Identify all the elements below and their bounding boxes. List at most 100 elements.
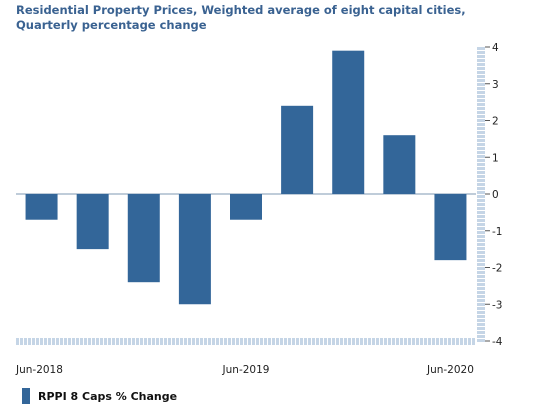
x-band-dash xyxy=(272,338,275,345)
x-band-dash xyxy=(48,338,51,345)
x-band-dash xyxy=(408,338,411,345)
x-band-dash xyxy=(168,338,171,345)
x-band-dash xyxy=(184,338,187,345)
x-band-dash xyxy=(260,338,263,345)
y-tick-label: -3 xyxy=(492,299,502,311)
x-band-dash xyxy=(224,338,227,345)
y-band-dash xyxy=(477,171,485,174)
y-band-dash xyxy=(477,187,485,190)
y-band-dash xyxy=(477,127,485,130)
y-band-dash xyxy=(477,107,485,110)
y-band-dash xyxy=(477,279,485,282)
x-band-dash xyxy=(96,338,99,345)
bar-sep-2019 xyxy=(281,105,314,194)
y-tick-label: 0 xyxy=(492,189,499,201)
x-band-dash xyxy=(100,338,103,345)
bar-sep-2018 xyxy=(76,194,109,250)
x-band-dash xyxy=(412,338,415,345)
y-band-dash xyxy=(477,91,485,94)
x-band-dash xyxy=(16,338,19,345)
bar-dec-2018 xyxy=(127,194,160,283)
y-band-dash xyxy=(477,191,485,194)
x-band-dash xyxy=(300,338,303,345)
y-band-dash xyxy=(477,263,485,266)
x-band-dash xyxy=(252,338,255,345)
x-band-dash xyxy=(76,338,79,345)
y-band-dash xyxy=(477,139,485,142)
y-band-dash xyxy=(477,195,485,198)
x-band-dash xyxy=(116,338,119,345)
y-band-dash xyxy=(477,247,485,250)
y-band-dash xyxy=(477,103,485,106)
x-band-dash xyxy=(84,338,87,345)
y-band-dash xyxy=(477,287,485,290)
x-band-dash xyxy=(164,338,167,345)
y-tick-label: 1 xyxy=(492,152,499,164)
x-band-dash xyxy=(56,338,59,345)
x-band-dash xyxy=(212,338,215,345)
y-band-dash xyxy=(477,271,485,274)
x-band-dash xyxy=(460,338,463,345)
x-band-dash xyxy=(132,338,135,345)
x-band-dash xyxy=(280,338,283,345)
x-band-dash xyxy=(88,338,91,345)
x-band-dash xyxy=(468,338,471,345)
y-band-dash xyxy=(477,267,485,270)
x-band-dash xyxy=(232,338,235,345)
x-band-dash xyxy=(328,338,331,345)
x-band-dash xyxy=(40,338,43,345)
x-band-dash xyxy=(204,338,207,345)
x-band-dash xyxy=(152,338,155,345)
x-tick-label: Jun-2018 xyxy=(15,364,63,376)
y-band-dash xyxy=(477,255,485,258)
x-band-dash xyxy=(444,338,447,345)
x-band-dash xyxy=(376,338,379,345)
x-band-dash xyxy=(140,338,143,345)
x-band-dash xyxy=(388,338,391,345)
x-band-dash xyxy=(432,338,435,345)
y-band-dash xyxy=(477,211,485,214)
y-band-dash xyxy=(477,199,485,202)
y-band-dash xyxy=(477,299,485,302)
y-band-dash xyxy=(477,335,485,338)
y-band-dash xyxy=(477,87,485,90)
legend-swatch xyxy=(22,388,30,404)
y-band-dash xyxy=(477,275,485,278)
x-band-dash xyxy=(332,338,335,345)
y-band-dash xyxy=(477,327,485,330)
x-band-dash xyxy=(344,338,347,345)
x-band-dash xyxy=(244,338,247,345)
y-band-dash xyxy=(477,303,485,306)
x-band-dash xyxy=(368,338,371,345)
x-band-dash xyxy=(316,338,319,345)
x-band-dash xyxy=(292,338,295,345)
y-band-dash xyxy=(477,83,485,86)
x-band-dash xyxy=(192,338,195,345)
x-band-dash xyxy=(196,338,199,345)
x-band-dash xyxy=(112,338,115,345)
y-band-dash xyxy=(477,251,485,254)
x-band-dash xyxy=(268,338,271,345)
x-band-dash xyxy=(144,338,147,345)
x-band-dash xyxy=(364,338,367,345)
x-band-dash xyxy=(312,338,315,345)
y-tick-label: 4 xyxy=(492,42,499,54)
bars xyxy=(25,50,467,305)
y-band-dash xyxy=(477,223,485,226)
x-band-dash xyxy=(108,338,111,345)
x-band-dash xyxy=(80,338,83,345)
x-band-dash xyxy=(240,338,243,345)
x-tick-label: Jun-2019 xyxy=(222,364,270,376)
x-band-dash xyxy=(32,338,35,345)
y-band-dash xyxy=(477,239,485,242)
x-band-dash xyxy=(208,338,211,345)
x-band-dash xyxy=(216,338,219,345)
x-band-dash xyxy=(340,338,343,345)
y-band-dash xyxy=(477,219,485,222)
y-band-dash xyxy=(477,163,485,166)
x-band-dash xyxy=(236,338,239,345)
x-band-dash xyxy=(320,338,323,345)
y-band-dash xyxy=(477,115,485,118)
x-band-dash xyxy=(404,338,407,345)
y-tick-label: -4 xyxy=(492,336,503,348)
